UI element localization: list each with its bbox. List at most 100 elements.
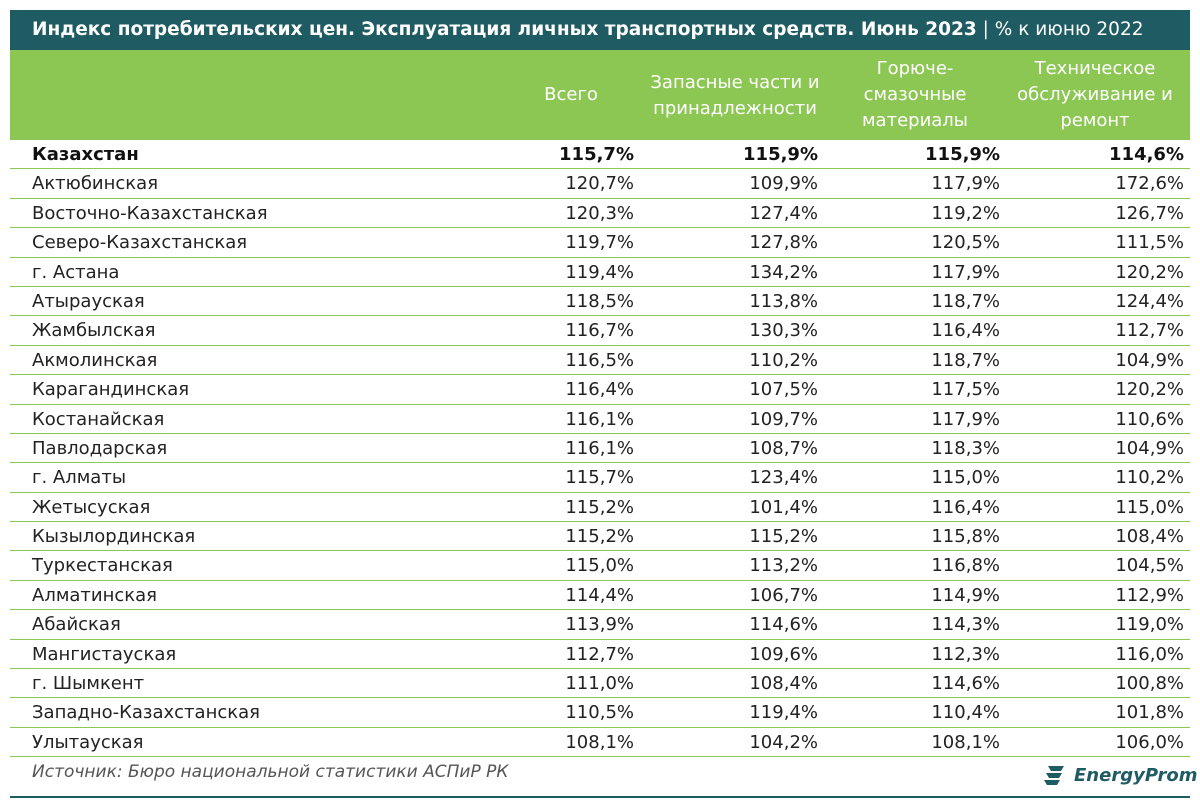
value-spare-parts: 115,2% xyxy=(749,526,818,548)
value-total: 111,0% xyxy=(565,673,634,695)
value-maintenance: 115,0% xyxy=(1115,496,1184,518)
energyprom-logo-icon xyxy=(1044,766,1064,785)
region-name: Абайская xyxy=(32,614,121,636)
value-total: 120,3% xyxy=(565,202,634,224)
value-fuel-lubricants: 112,3% xyxy=(931,643,1000,665)
value-fuel-lubricants: 117,9% xyxy=(931,261,1000,283)
value-maintenance: 119,0% xyxy=(1115,614,1184,636)
value-total: 118,5% xyxy=(565,290,634,312)
value-maintenance: 120,2% xyxy=(1115,379,1184,401)
value-maintenance: 126,7% xyxy=(1115,202,1184,224)
region-name: г. Шымкент xyxy=(32,673,145,695)
column-header-maintenance: Техническое обслуживание и ремонт xyxy=(1017,58,1173,131)
value-fuel-lubricants: 120,5% xyxy=(931,232,1000,254)
value-maintenance: 112,7% xyxy=(1115,320,1184,342)
table-row: Акмолинская 116,5% 110,2% 118,7% 104,9% xyxy=(10,346,1190,376)
value-spare-parts: 114,6% xyxy=(749,614,818,636)
value-total: 115,2% xyxy=(565,526,634,548)
table-row-total: Казахстан 115,7% 115,9% 115,9% 114,6% xyxy=(10,140,1190,170)
region-name: г. Алматы xyxy=(32,467,127,489)
value-total: 116,1% xyxy=(565,437,634,459)
region-name: Костанайская xyxy=(32,408,165,430)
value-maintenance: 110,6% xyxy=(1115,408,1184,430)
region-name: Алматинская xyxy=(32,584,158,606)
value-spare-parts: 113,2% xyxy=(749,555,818,577)
value-maintenance: 108,4% xyxy=(1115,526,1184,548)
value-maintenance: 124,4% xyxy=(1115,290,1184,312)
value-maintenance: 100,8% xyxy=(1115,673,1184,695)
value-fuel-lubricants: 117,5% xyxy=(931,379,1000,401)
region-name: Карагандинская xyxy=(32,379,190,401)
value-spare-parts: 108,7% xyxy=(749,437,818,459)
table-header: Всего Запасные части и принадлежности Го… xyxy=(10,50,1190,140)
region-name: Актюбинская xyxy=(32,173,159,195)
chart-title: Индекс потребительских цен. Эксплуатация… xyxy=(32,19,977,40)
value-total: 108,1% xyxy=(565,731,634,753)
value-fuel-lubricants: 115,0% xyxy=(931,467,1000,489)
table-row: Абайская 113,9% 114,6% 114,3% 119,0% xyxy=(10,610,1190,640)
value-fuel-lubricants: 118,7% xyxy=(931,290,1000,312)
value-maintenance: 104,5% xyxy=(1115,555,1184,577)
table-row: Улытауская 108,1% 104,2% 108,1% 106,0% xyxy=(10,728,1190,758)
value-total: 115,7% xyxy=(565,467,634,489)
value-fuel-lubricants: 119,2% xyxy=(931,202,1000,224)
value-total: 116,1% xyxy=(565,408,634,430)
value-total: 119,7% xyxy=(565,232,634,254)
table-row: Актюбинская 120,7% 109,9% 117,9% 172,6% xyxy=(10,169,1190,199)
column-header-fuel-lubricants: Горюче- смазочные материалы xyxy=(861,58,969,131)
value-total: 115,0% xyxy=(565,555,634,577)
footer-divider xyxy=(10,796,1190,798)
value-fuel-lubricants: 116,4% xyxy=(931,320,1000,342)
region-name: Восточно-Казахстанская xyxy=(32,202,268,224)
region-name: Атырауская xyxy=(32,290,145,312)
value-maintenance: 112,9% xyxy=(1115,584,1184,606)
value-spare-parts: 109,9% xyxy=(749,173,818,195)
value-spare-parts: 130,3% xyxy=(749,320,818,342)
table-row: Западно-Казахстанская 110,5% 119,4% 110,4% 1… xyxy=(10,698,1190,728)
chart-subtitle: | % к июню 2022 xyxy=(976,19,1144,40)
value-spare-parts: 119,4% xyxy=(749,702,818,724)
value-fuel-lubricants: 118,3% xyxy=(931,437,1000,459)
value-spare-parts: 115,9% xyxy=(743,144,818,165)
value-spare-parts: 113,8% xyxy=(749,290,818,312)
value-spare-parts: 127,8% xyxy=(749,232,818,254)
value-spare-parts: 109,6% xyxy=(749,643,818,665)
column-header-spare-parts: Запасные части и принадлежности xyxy=(650,72,820,119)
value-fuel-lubricants: 108,1% xyxy=(931,731,1000,753)
value-spare-parts: 134,2% xyxy=(749,261,818,283)
table-body: Казахстан 115,7% 115,9% 115,9% 114,6% Актюбин… xyxy=(10,140,1190,758)
table-row: Алматинская 114,4% 106,7% 114,9% 112,9% xyxy=(10,581,1190,611)
region-name: Западно-Казахстанская xyxy=(32,702,260,724)
value-maintenance: 104,9% xyxy=(1115,437,1184,459)
value-maintenance: 106,0% xyxy=(1115,731,1184,753)
value-maintenance: 116,0% xyxy=(1115,643,1184,665)
value-maintenance: 120,2% xyxy=(1115,261,1184,283)
table-row: Карагандинская 116,4% 107,5% 117,5% 120,2% xyxy=(10,375,1190,405)
region-name: Казахстан xyxy=(32,144,139,165)
source-note: Источник: Бюро национальной статистики А… xyxy=(32,762,509,782)
region-name: Мангистауская xyxy=(32,643,177,665)
value-fuel-lubricants: 118,7% xyxy=(931,349,1000,371)
value-fuel-lubricants: 114,3% xyxy=(931,614,1000,636)
value-fuel-lubricants: 116,4% xyxy=(931,496,1000,518)
table-row: Костанайская 116,1% 109,7% 117,9% 110,6% xyxy=(10,405,1190,434)
value-maintenance: 110,2% xyxy=(1115,467,1184,489)
value-maintenance: 101,8% xyxy=(1115,702,1184,724)
value-total: 115,2% xyxy=(565,496,634,518)
region-name: Северо-Казахстанская xyxy=(32,232,248,254)
value-fuel-lubricants: 117,9% xyxy=(931,173,1000,195)
value-spare-parts: 123,4% xyxy=(749,467,818,489)
value-spare-parts: 127,4% xyxy=(749,202,818,224)
table-row: Кызылординская 115,2% 115,2% 115,8% 108,4% xyxy=(10,522,1190,552)
region-name: Павлодарская xyxy=(32,437,168,459)
value-total: 116,7% xyxy=(565,320,634,342)
value-spare-parts: 108,4% xyxy=(749,673,818,695)
energyprom-logo: EnergyProm xyxy=(1042,760,1197,790)
region-name: Жамбылская xyxy=(32,320,156,342)
table-row: г. Шымкент 111,0% 108,4% 114,6% 100,8% xyxy=(10,669,1190,699)
region-name: г. Астана xyxy=(32,261,120,283)
table-row: Восточно-Казахстанская 120,3% 127,4% 119,2%… xyxy=(10,199,1190,229)
value-maintenance: 114,6% xyxy=(1109,144,1184,165)
value-total: 110,5% xyxy=(565,702,634,724)
